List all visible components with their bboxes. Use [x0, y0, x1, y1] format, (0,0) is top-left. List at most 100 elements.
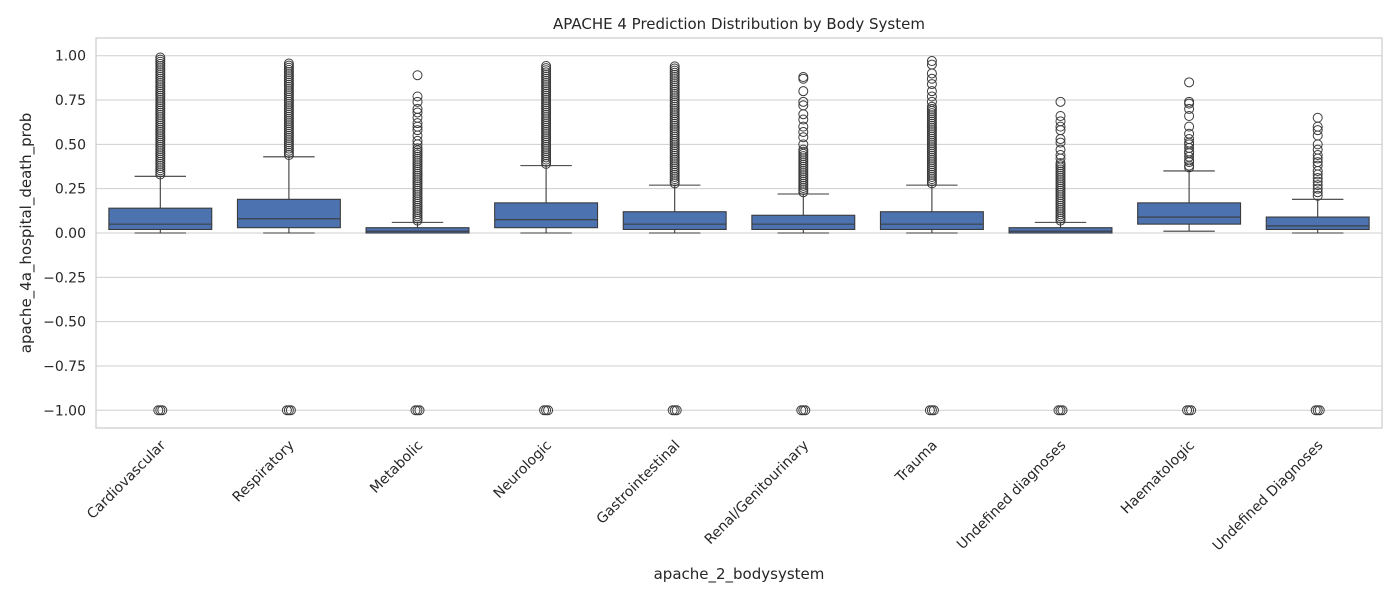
outlier-point [798, 96, 809, 107]
outlier-point [669, 61, 680, 72]
outlier-point [412, 70, 423, 81]
chart-title: APACHE 4 Prediction Distribution by Body… [553, 15, 925, 33]
outlier-point [281, 405, 292, 416]
outlier-point [412, 139, 423, 150]
outlier-point [928, 405, 939, 416]
outlier-point [671, 405, 682, 416]
outlier-point [1312, 190, 1323, 201]
outlier-point [1184, 103, 1195, 114]
x-tick-label: Undefined Diagnoses [1210, 438, 1327, 555]
outlier-point [1312, 183, 1323, 194]
outlier-point [541, 61, 552, 72]
box-iqr [494, 202, 599, 229]
outlier-point [1312, 139, 1323, 150]
outlier-point [1312, 112, 1323, 123]
outlier-point [926, 91, 937, 102]
outlier-point [412, 96, 423, 107]
outlier-point [1314, 405, 1325, 416]
y-axis-ticks: −1.00 −0.75 −0.50 −0.25 0.00 0.25 0.50 0.75 1.00 [43, 49, 86, 420]
x-tick-label: Metabolic [367, 438, 426, 497]
outlier-point [414, 405, 425, 416]
outlier-point [1055, 111, 1066, 121]
outlier-point [1312, 187, 1323, 198]
box-iqr [751, 214, 856, 231]
box-iqr [108, 207, 213, 231]
outlier-point [285, 405, 296, 416]
outlier-point [412, 130, 423, 141]
outlier-point [1184, 157, 1195, 168]
box-group [494, 61, 599, 416]
box-group [751, 72, 856, 416]
box-iqr [1265, 216, 1370, 231]
y-tick-label: −0.75 [43, 359, 86, 375]
x-tick-label: Trauma [892, 438, 941, 487]
outlier-point [1312, 150, 1323, 160]
plot-frame [95, 37, 1383, 429]
outlier-point [798, 114, 809, 125]
outlier-point [926, 101, 937, 112]
box-iqr [365, 227, 470, 234]
outlier-point [1184, 121, 1195, 132]
outlier-point [1312, 125, 1323, 136]
box-group [1008, 96, 1113, 416]
box-iqr [236, 198, 341, 229]
outlier-point [410, 405, 421, 416]
outlier-point [1055, 150, 1066, 160]
outlier-point [800, 405, 811, 416]
x-tick-label: Cardiovascular [84, 437, 169, 522]
box-group [108, 52, 213, 416]
outlier-point [1184, 98, 1195, 109]
outlier-point [798, 144, 809, 155]
box-iqr [879, 211, 984, 231]
outlier-point [667, 405, 678, 416]
y-tick-label: −0.25 [43, 270, 86, 286]
y-tick-label: 0.50 [55, 137, 86, 153]
outlier-point [798, 86, 809, 97]
outlier-point [1312, 180, 1323, 191]
outlier-point [798, 109, 809, 120]
outlier-point [926, 56, 937, 67]
outlier-point [926, 96, 937, 107]
outlier-point [1055, 116, 1066, 127]
outlier-point [1312, 173, 1323, 184]
x-tick-label: Renal/Genitourinary [702, 438, 812, 548]
outlier-point [1053, 405, 1064, 416]
outlier-point [1182, 405, 1193, 416]
box-group [365, 70, 470, 416]
box-group [1137, 77, 1242, 416]
outlier-point [1057, 405, 1068, 416]
outlier-point [1184, 128, 1195, 139]
y-tick-label: 0.75 [55, 93, 86, 109]
box-group [1265, 112, 1370, 416]
y-tick-label: 0.25 [55, 182, 86, 198]
outlier-point [926, 79, 937, 90]
outlier-point [157, 405, 168, 416]
outlier-point [1310, 405, 1321, 416]
outlier-point [543, 405, 554, 416]
outlier-point [412, 118, 423, 129]
box-group [879, 56, 984, 416]
outlier-point [798, 121, 809, 132]
outlier-point [1312, 169, 1323, 180]
box-iqr [1008, 227, 1113, 234]
y-tick-label: 0.00 [55, 226, 86, 242]
outlier-point [1312, 153, 1323, 164]
outlier-point [1184, 162, 1195, 173]
outlier-point [798, 132, 809, 143]
x-axis-ticks: Cardiovascular Respiratory Metabolic Neurol… [84, 437, 1326, 554]
outlier-point [1184, 111, 1195, 121]
outlier-point [926, 73, 937, 84]
boxes [108, 52, 1370, 416]
outlier-point [412, 91, 423, 102]
outlier-point [1055, 96, 1066, 107]
outlier-point [926, 68, 937, 79]
outlier-point [153, 405, 164, 416]
outlier-point [1312, 144, 1323, 155]
outlier-point [1055, 144, 1066, 155]
outlier-point [1055, 121, 1066, 132]
box-group [622, 61, 727, 416]
x-tick-label: Respiratory [230, 438, 298, 506]
outlier-point [1055, 137, 1066, 148]
box-group [236, 58, 341, 416]
